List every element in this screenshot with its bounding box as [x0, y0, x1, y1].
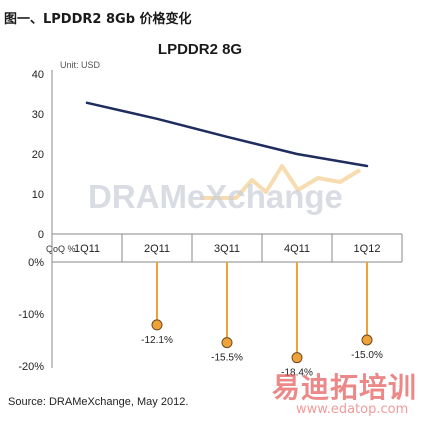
source-note: Source: DRAMeXchange, May 2012.: [8, 396, 189, 408]
qoq-marker: [291, 352, 303, 364]
top-y-tick-label: 0: [38, 229, 44, 241]
bottom-y-tick-label: -20%: [18, 361, 44, 373]
bottom-y-ticks: 0% -10% -20%: [18, 257, 44, 373]
brand-watermark: DRAMeXchange: [88, 164, 362, 215]
top-y-tick-label: 30: [32, 109, 44, 121]
bottom-y-tick-label: -10%: [18, 309, 44, 321]
bottom-y-tick-label: 0%: [28, 257, 44, 269]
watermark-zigzag: [200, 164, 362, 200]
qoq-marker: [221, 337, 233, 349]
qoq-marker: [361, 334, 373, 346]
qoq-data-label: -15.5%: [211, 353, 243, 364]
qoq-marker: [151, 319, 163, 331]
price-line: [85, 101, 369, 168]
quarter-label: 1Q12: [354, 243, 381, 255]
chart-title: LPDDR2 8G: [158, 41, 242, 58]
quarter-labels: 1Q11 2Q11 3Q11 4Q11 1Q12: [74, 243, 381, 255]
quarter-label: 1Q11: [74, 243, 100, 255]
quarter-label: 4Q11: [284, 243, 310, 255]
quarter-ticks: [51, 234, 403, 262]
qoq-markers: -12.1% -15.5% -18.4% -15.0%: [141, 262, 383, 379]
site-watermark-url: www.edatop.com: [296, 402, 409, 417]
quarter-label: 2Q11: [144, 243, 170, 255]
qoq-axis-label: QoQ %: [46, 244, 76, 254]
quarter-label: 3Q11: [214, 243, 240, 255]
unit-label: Unit: USD: [60, 60, 101, 70]
site-watermark-cn: 易迪拓培训: [272, 371, 418, 404]
top-y-tick-label: 20: [32, 149, 44, 161]
qoq-data-label: -12.1%: [141, 335, 173, 346]
top-y-ticks: 40 30 20 10 0: [32, 69, 44, 241]
watermark-brand-text: DRAMeXchange: [88, 178, 343, 215]
qoq-data-label: -15.0%: [351, 350, 383, 361]
price-chart: LPDDR2 8G Unit: USD DRAMeXchange 40 30 20 1…: [18, 41, 403, 379]
top-y-tick-label: 10: [32, 189, 44, 201]
qoq-data-label: -18.4%: [281, 368, 313, 379]
top-y-tick-label: 40: [32, 69, 44, 81]
figure-caption: 图一、LPDDR2 8Gb 价格变化: [4, 12, 192, 27]
top-axes: [51, 70, 402, 235]
